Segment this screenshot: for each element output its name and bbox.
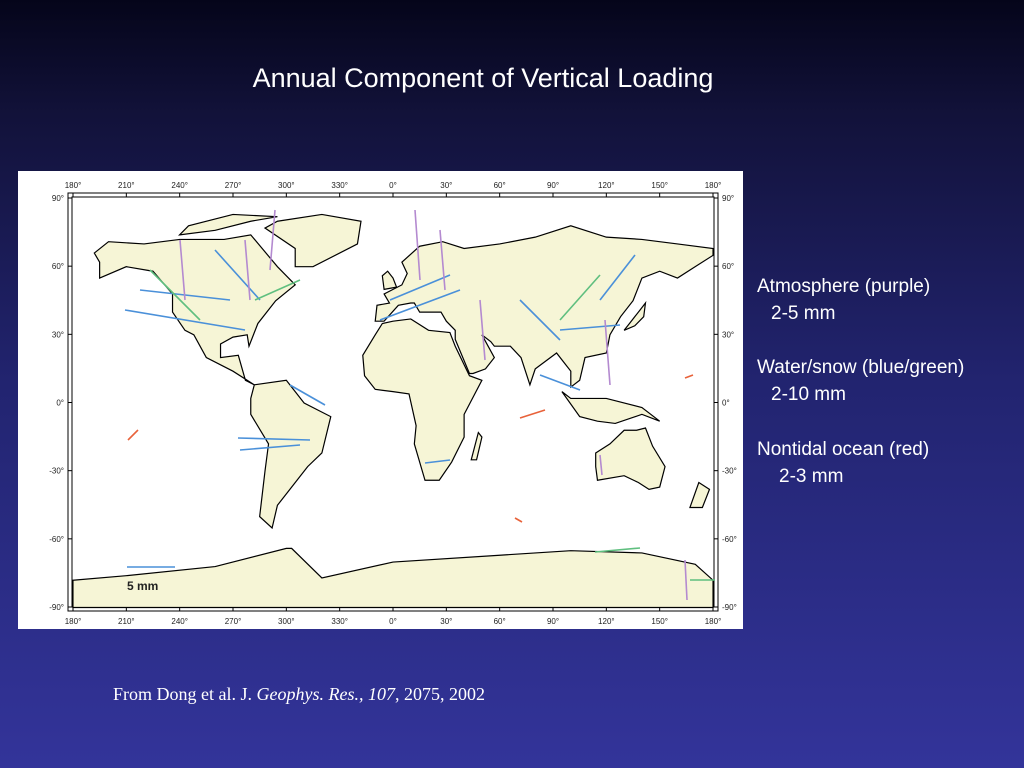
- arrow: [559, 324, 621, 331]
- lon-label: 90°: [547, 617, 559, 626]
- arrow: [414, 209, 421, 281]
- arrow: [599, 454, 603, 476]
- arrow: [594, 547, 641, 553]
- arrow: [127, 429, 139, 441]
- eurasia: [375, 226, 713, 387]
- arrow: [239, 444, 301, 451]
- indonesia: [562, 392, 660, 424]
- arrow: [479, 299, 486, 361]
- canadian-islands: [180, 214, 278, 234]
- lat-label: 0°: [722, 399, 730, 408]
- lon-label: 330°: [331, 181, 348, 190]
- lon-label: 150°: [651, 181, 668, 190]
- arrow: [599, 254, 636, 301]
- legend-name: Nontidal ocean (red): [757, 439, 929, 460]
- arrow: [684, 559, 688, 601]
- lat-label: 90°: [52, 194, 64, 203]
- britain: [382, 271, 396, 289]
- lon-label: 0°: [389, 617, 397, 626]
- lon-label: 120°: [598, 617, 615, 626]
- arrow: [604, 319, 611, 386]
- new-zealand: [690, 483, 710, 508]
- greenland: [265, 214, 361, 266]
- slide-title: Annual Component of Vertical Loading: [253, 63, 714, 93]
- lon-label: 60°: [494, 181, 506, 190]
- lat-label: 90°: [722, 194, 734, 203]
- loading-arrows: [124, 209, 715, 601]
- madagascar: [471, 433, 482, 460]
- lon-label: 150°: [651, 617, 668, 626]
- arrow: [269, 209, 276, 271]
- legend-name: Atmosphere (purple): [757, 276, 930, 297]
- arrow: [424, 459, 451, 464]
- africa: [363, 319, 482, 480]
- legend-name: Water/snow (blue/green): [757, 357, 964, 378]
- lon-label: 120°: [598, 181, 615, 190]
- arrow: [389, 274, 451, 301]
- lat-label: 0°: [56, 399, 64, 408]
- lon-label: 30°: [440, 617, 452, 626]
- citation-prefix: From Dong et al. J.: [113, 684, 257, 704]
- lat-label: -30°: [722, 467, 737, 476]
- lon-label: 300°: [278, 181, 295, 190]
- lon-label: 30°: [440, 181, 452, 190]
- arrow: [519, 409, 546, 419]
- arrow: [254, 279, 301, 301]
- arrow: [179, 239, 186, 301]
- lat-label: 30°: [722, 330, 734, 339]
- arrow: [379, 289, 461, 321]
- lat-label: -60°: [722, 535, 737, 544]
- lon-label: 210°: [118, 617, 135, 626]
- arrow: [237, 437, 311, 441]
- arrow: [684, 374, 694, 379]
- legend-range: 2-3 mm: [779, 466, 843, 487]
- lon-label: 300°: [278, 617, 295, 626]
- lat-label: 30°: [52, 330, 64, 339]
- arrow: [539, 374, 581, 391]
- antarctica: [73, 548, 713, 607]
- australia: [596, 428, 665, 489]
- lon-label: 180°: [65, 617, 82, 626]
- lon-label: 90°: [547, 181, 559, 190]
- lon-label: 330°: [331, 617, 348, 626]
- legend-range: 2-10 mm: [771, 384, 846, 405]
- lon-label: 180°: [705, 617, 722, 626]
- lat-label: 60°: [722, 262, 734, 271]
- lon-label: 270°: [225, 617, 242, 626]
- arrow: [514, 517, 523, 523]
- citation-journal: Geophys. Res., 107: [257, 684, 396, 704]
- scale-label: 5 mm: [127, 579, 158, 593]
- lat-label: -90°: [49, 603, 64, 612]
- arrow: [244, 239, 251, 301]
- map-ticks: 180° 180° 210° 210° 240° 240° 270° 270° 300° 300°…: [49, 181, 737, 626]
- lon-label: 60°: [494, 617, 506, 626]
- lon-label: 270°: [225, 181, 242, 190]
- lon-label: 240°: [171, 617, 188, 626]
- arrow: [124, 309, 246, 331]
- citation: From Dong et al. J. Geophys. Res., 107, …: [113, 684, 485, 704]
- continents: [73, 214, 713, 607]
- lat-label: 60°: [52, 262, 64, 271]
- citation-suffix: , 2075, 2002: [395, 684, 485, 704]
- arrow: [289, 384, 326, 406]
- arrow: [519, 299, 561, 341]
- lat-label: -30°: [49, 467, 64, 476]
- arrow: [214, 249, 261, 301]
- lon-label: 210°: [118, 181, 135, 190]
- lon-label: 0°: [389, 181, 397, 190]
- japan: [624, 303, 645, 330]
- legend-range: 2-5 mm: [771, 303, 835, 324]
- arrow: [149, 269, 201, 321]
- lon-label: 240°: [171, 181, 188, 190]
- arrow: [559, 274, 601, 321]
- lon-label: 180°: [705, 181, 722, 190]
- lon-label: 180°: [65, 181, 82, 190]
- lat-label: -90°: [722, 603, 737, 612]
- lat-label: -60°: [49, 535, 64, 544]
- arrow: [439, 229, 446, 291]
- south-america: [251, 380, 331, 528]
